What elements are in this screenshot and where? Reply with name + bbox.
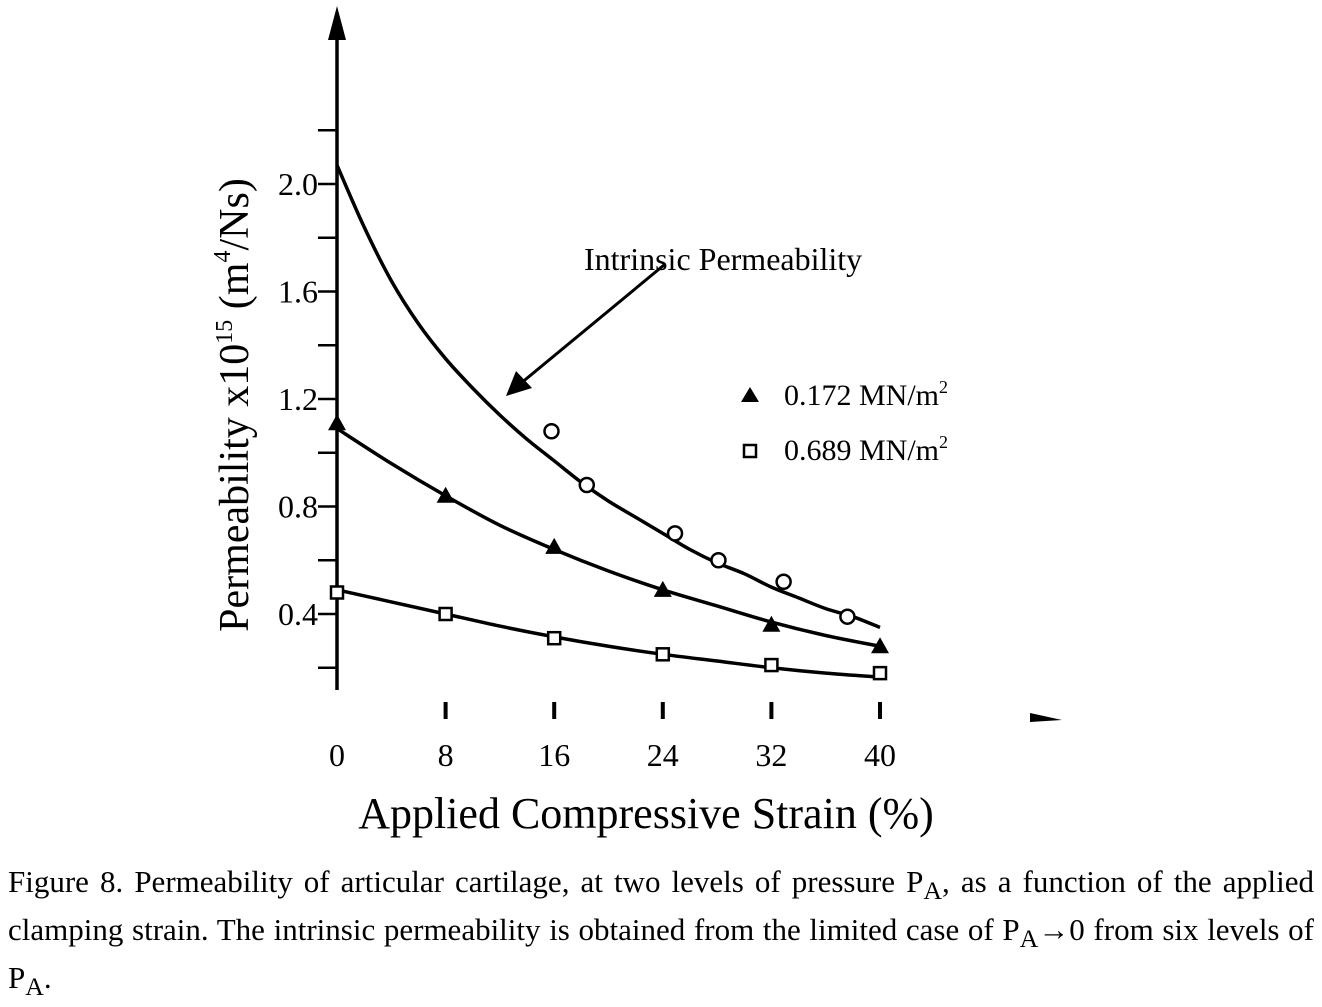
data-point-triangle <box>871 637 889 654</box>
x-ticks: 0 8 16 24 32 40 <box>329 702 896 773</box>
x-tick-label: 32 <box>755 737 787 773</box>
legend-label-0172: 0.172 MN/m <box>784 379 939 412</box>
data-point-triangle <box>762 615 781 632</box>
data-point-circle <box>543 423 560 440</box>
data-point-triangle <box>653 580 672 597</box>
caption-subscript-3: A <box>25 972 44 1002</box>
x-tick-label: 8 <box>438 737 454 773</box>
annotation: Intrinsic Permeability <box>506 241 862 396</box>
permeability-chart: 0.40.81.21.62.0 0 8 16 24 32 40 Applied Compr… <box>210 6 1062 838</box>
data-point-square <box>655 647 671 662</box>
legend-triangle-marker <box>741 387 759 402</box>
fit-curves <box>335 164 881 679</box>
legend-item-0172: 0.172 MN/m2 <box>741 377 948 412</box>
legend-label-0172-sup: 2 <box>939 377 948 397</box>
x-tick-label: 40 <box>864 737 896 773</box>
svg-text:0.172 MN/m2: 0.172 MN/m2 <box>784 377 948 412</box>
caption-arrow: → <box>1038 912 1070 948</box>
caption-subscript-2: A <box>1019 924 1039 954</box>
y-axis-label-exponent: 15 <box>212 320 238 344</box>
data-point-square <box>438 606 453 622</box>
data-point-square <box>329 585 345 600</box>
data-point-circle <box>578 476 596 494</box>
y-tick-label: 1.2 <box>278 381 318 417</box>
data-point-square <box>764 657 779 673</box>
data-point-square <box>872 665 888 681</box>
x-tick-label: 0 <box>329 737 345 773</box>
y-axis-label-main: Permeability x10 <box>212 344 258 632</box>
data-point-circle <box>710 552 727 569</box>
caption-text-1: Figure 8. Permeability of articular cart… <box>8 864 924 899</box>
stray-mark <box>1030 713 1062 722</box>
caption-subscript-1: A <box>923 876 943 906</box>
y-axis-label-unit-exponent: 4 <box>210 251 236 263</box>
y-tick-label: 2.0 <box>278 166 318 202</box>
fit-curve-0172 <box>336 427 881 648</box>
legend-item-0689: 0.689 MN/m2 <box>742 432 948 467</box>
x-tick-label: 16 <box>538 737 570 773</box>
legend-label-0689-sup: 2 <box>939 432 948 452</box>
y-axis-arrowhead <box>328 6 346 40</box>
y-axis-label-unit-open: (m <box>212 262 258 319</box>
x-tick-label: 24 <box>647 737 679 773</box>
y-axis-label: Permeability x1015 (m4/Ns) <box>210 178 258 632</box>
data-point-square <box>546 630 562 646</box>
fit-curve-0689 <box>336 588 881 679</box>
data-point-triangle <box>545 537 564 554</box>
legend: 0.172 MN/m2 0.689 MN/m2 <box>741 377 948 467</box>
annotation-arrow-line <box>519 263 665 386</box>
legend-square-marker <box>742 443 758 459</box>
fit-curve-intrinsic <box>335 164 881 630</box>
y-ticks: 0.4 0.8 1.2 1.6 2.0 <box>278 129 337 669</box>
data-point-circle <box>839 608 856 625</box>
annotation-label: Intrinsic Permeability <box>584 241 862 277</box>
data-point-circle <box>775 573 792 590</box>
y-tick-label: 1.6 <box>278 274 318 310</box>
data-point-triangle <box>436 486 455 503</box>
svg-text:Permeability x1015 (m4/Ns): Permeability x1015 (m4/Ns) <box>210 178 258 632</box>
annotation-arrowhead <box>506 371 532 396</box>
x-axis-label: Applied Compressive Strain (%) <box>358 789 934 838</box>
data-point-circle <box>666 525 684 542</box>
y-tick-label: 0.4 <box>278 596 318 632</box>
y-axis-label-unit-close: /Ns) <box>212 178 258 250</box>
caption-text-4: . <box>43 960 52 996</box>
caption-text-3: 0 from six levels of P <box>8 912 1314 996</box>
axes <box>328 6 346 690</box>
figure-caption: Figure 8. Permeability of articular cart… <box>8 862 1314 1007</box>
caption-text-2: , as a function of the applied clamping … <box>8 864 1314 948</box>
data-markers <box>328 414 889 681</box>
svg-text:0.689 MN/m2: 0.689 MN/m2 <box>784 432 948 467</box>
y-tick-label: 0.8 <box>278 489 318 525</box>
legend-label-0689: 0.689 MN/m <box>784 434 939 467</box>
data-point-triangle <box>328 414 346 431</box>
